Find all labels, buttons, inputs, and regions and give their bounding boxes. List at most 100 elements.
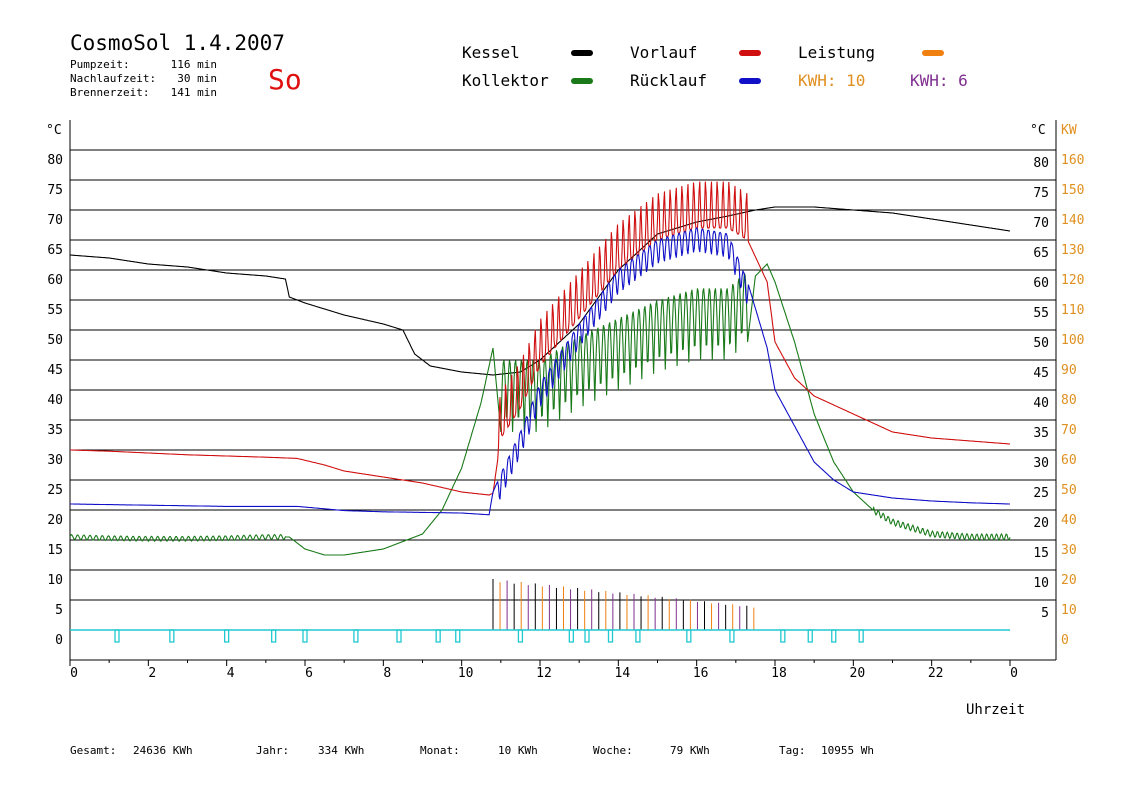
- y-tick-right: 75: [1033, 186, 1049, 201]
- y-tick-left: 50: [47, 333, 63, 348]
- y-axis-right-unit: °C: [1030, 123, 1046, 138]
- power-bars: [492, 579, 755, 630]
- tick-labels: 8075706560555045403530252015105080757065…: [47, 153, 1084, 681]
- series-line-vorlauf: [70, 181, 1011, 496]
- y-tick-left: 70: [47, 213, 63, 228]
- power-tick: 0: [1061, 633, 1069, 648]
- y-tick-left: 80: [47, 153, 63, 168]
- pump-time-label: Pumpzeit:: [70, 58, 130, 71]
- power-tick: 90: [1061, 363, 1077, 378]
- nachlauf-time-label: Nachlaufzeit:: [70, 72, 156, 85]
- x-tick-label: 14: [615, 666, 631, 681]
- pump-marker: [858, 629, 864, 643]
- x-tick-label: 20: [850, 666, 866, 681]
- pump-marker: [635, 629, 641, 643]
- grid-lines: [69, 120, 1057, 661]
- power-tick: 50: [1061, 483, 1077, 498]
- pump-marker: [114, 629, 120, 643]
- pump-marker: [831, 629, 837, 643]
- y-tick-left: 65: [47, 243, 63, 258]
- y-tick-right: 15: [1033, 546, 1049, 561]
- x-tick-label: 10: [458, 666, 474, 681]
- power-tick: 120: [1061, 273, 1084, 288]
- power-tick: 100: [1061, 333, 1084, 348]
- y-tick-left: 45: [47, 363, 63, 378]
- woche-value: 79 KWh: [670, 744, 710, 757]
- legend-kwh2-label: KWH: 6: [910, 71, 968, 90]
- y-tick-right: 10: [1033, 576, 1049, 591]
- legend-ruecklauf-label: Rücklauf: [630, 71, 707, 90]
- y-tick-right: 45: [1033, 366, 1049, 381]
- legend-kollektor-label: Kollektor: [462, 71, 549, 90]
- gesamt-value: 24636 KWh: [133, 744, 193, 757]
- power-tick: 160: [1061, 153, 1084, 168]
- pump-marker: [584, 629, 590, 643]
- y-tick-left: 25: [47, 483, 63, 498]
- monat-value: 10 KWh: [498, 744, 538, 757]
- y-tick-right: 5: [1041, 606, 1049, 621]
- y-tick-left: 20: [47, 513, 63, 528]
- x-tick-label: 0: [70, 666, 78, 681]
- series-lines: [69, 181, 1011, 556]
- y-tick-right: 35: [1033, 426, 1049, 441]
- pump-marker: [729, 629, 735, 643]
- legend-kessel-label: Kessel: [462, 43, 520, 62]
- y-tick-left: 10: [47, 573, 63, 588]
- y-tick-right: 55: [1033, 306, 1049, 321]
- gesamt-label: Gesamt:: [70, 744, 116, 757]
- y-tick-left: 30: [47, 453, 63, 468]
- x-tick-label: 18: [771, 666, 787, 681]
- y-tick-left: 35: [47, 423, 63, 438]
- pump-marker: [807, 629, 813, 643]
- pump-marker: [780, 629, 786, 643]
- power-tick: 30: [1061, 543, 1077, 558]
- jahr-value: 334 KWh: [318, 744, 364, 757]
- woche-label: Woche:: [593, 744, 633, 757]
- pump-marker: [169, 629, 175, 643]
- power-tick: 130: [1061, 243, 1084, 258]
- power-tick: 110: [1061, 303, 1084, 318]
- x-axis-label: Uhrzeit: [966, 702, 1025, 718]
- x-tick-label: 22: [928, 666, 944, 681]
- power-tick: 60: [1061, 453, 1077, 468]
- nachlauf-time-value: 30 min: [177, 72, 217, 85]
- power-tick: 10: [1061, 603, 1077, 618]
- x-tick-label: 0: [1010, 666, 1018, 681]
- y-axis-left-unit: °C: [46, 123, 62, 138]
- pump-markers: [70, 629, 1010, 643]
- y-tick-left: 15: [47, 543, 63, 558]
- monat-label: Monat:: [420, 744, 460, 757]
- power-axis-unit: KW: [1061, 123, 1077, 138]
- y-tick-left: 60: [47, 273, 63, 288]
- y-tick-left: 5: [55, 603, 63, 618]
- series-line-kessel: [69, 206, 1011, 376]
- pump-marker: [435, 629, 441, 643]
- weekday-label: So: [268, 63, 302, 96]
- brenner-time-label: Brennerzeit:: [70, 86, 149, 99]
- power-tick: 20: [1061, 573, 1077, 588]
- y-tick-right: 70: [1033, 216, 1049, 231]
- y-tick-right: 65: [1033, 246, 1049, 261]
- pump-marker: [568, 629, 574, 643]
- x-tick-label: 4: [227, 666, 235, 681]
- legend-kwh1-label: KWH: 10: [798, 71, 865, 90]
- y-tick-left: 75: [47, 183, 63, 198]
- power-tick: 140: [1061, 213, 1084, 228]
- series-line-kollektor: [69, 263, 1011, 556]
- pump-marker: [686, 629, 692, 643]
- pump-marker: [271, 629, 277, 643]
- y-tick-right: 40: [1033, 396, 1049, 411]
- pump-marker: [224, 629, 230, 643]
- pump-marker: [517, 629, 524, 643]
- power-tick: 40: [1061, 513, 1077, 528]
- pump-marker: [353, 629, 359, 643]
- jahr-label: Jahr:: [256, 744, 289, 757]
- brenner-time-value: 141 min: [171, 86, 217, 99]
- legend-vorlauf-label: Vorlauf: [630, 43, 697, 62]
- tag-label: Tag:: [779, 744, 806, 757]
- x-tick-label: 6: [305, 666, 313, 681]
- pump-marker: [455, 629, 461, 643]
- power-tick: 80: [1061, 393, 1077, 408]
- x-tick-label: 16: [693, 666, 709, 681]
- y-tick-left: 0: [55, 633, 63, 648]
